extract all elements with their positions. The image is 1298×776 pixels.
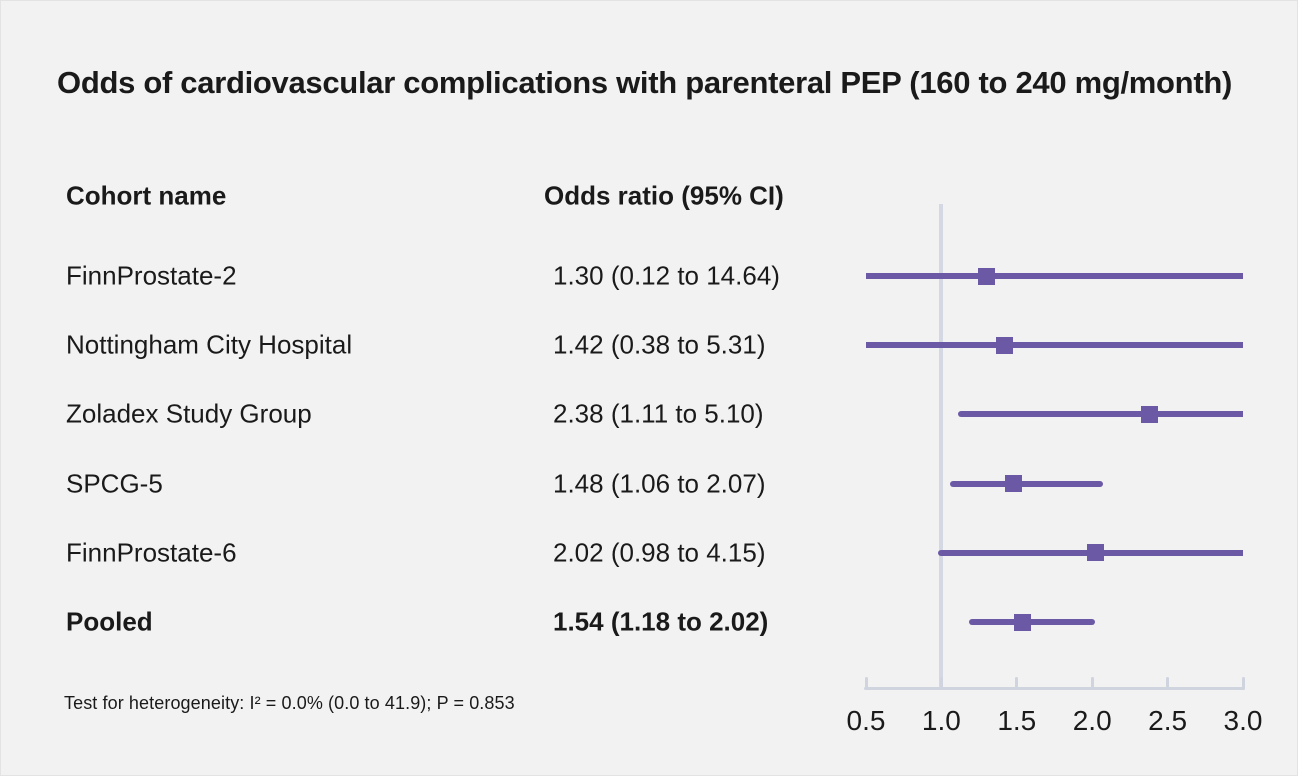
row-or-value: 1.30 (0.12 to 14.64) [553, 260, 780, 291]
chart-title: Odds of cardiovascular complications wit… [57, 65, 1233, 100]
point-estimate-marker [1005, 475, 1023, 493]
x-axis-tick [1241, 677, 1245, 690]
confidence-interval-line [968, 619, 1096, 625]
column-header-odds-ratio: Odds ratio (95% CI) [544, 180, 784, 211]
x-axis-tick [1166, 677, 1170, 690]
x-axis-tick [1015, 677, 1019, 690]
x-axis-tick-label: 2.5 [1148, 705, 1188, 736]
point-estimate-marker [978, 267, 996, 285]
row-label: Pooled [66, 606, 153, 637]
row-or-value: 1.48 (1.06 to 2.07) [553, 468, 766, 499]
row-label: FinnProstate-6 [66, 537, 237, 568]
x-axis-line [864, 687, 1245, 690]
confidence-interval-line [866, 273, 1243, 279]
row-or-value: 2.02 (0.98 to 4.15) [553, 537, 766, 568]
row-or-value: 1.54 (1.18 to 2.02) [553, 606, 769, 637]
row-or-value: 1.42 (0.38 to 5.31) [553, 329, 766, 360]
confidence-interval-line [950, 480, 1103, 487]
x-axis-tick-label: 1.5 [997, 705, 1037, 736]
x-axis-tick [939, 677, 943, 690]
x-axis-tick [864, 677, 868, 690]
heterogeneity-note: Test for heterogeneity: I² = 0.0% (0.0 t… [64, 693, 515, 713]
x-axis-tick-label: 0.5 [846, 705, 886, 736]
row-label: FinnProstate-2 [66, 260, 237, 291]
row-label: Nottingham City Hospital [66, 329, 353, 360]
pooled-estimate-marker [1014, 613, 1032, 631]
row-label: Zoladex Study Group [66, 398, 312, 429]
confidence-interval-line [957, 411, 1243, 418]
row-or-value: 2.38 (1.11 to 5.10) [553, 398, 764, 429]
row-label: SPCG-5 [66, 468, 163, 499]
column-header-cohort: Cohort name [66, 180, 227, 211]
reference-line [939, 204, 944, 690]
confidence-interval-line [866, 342, 1243, 349]
x-axis-tick-label: 1.0 [921, 705, 961, 736]
x-axis-tick-label: 2.0 [1072, 705, 1112, 736]
point-estimate-marker [1086, 544, 1104, 562]
x-axis-tick-label: 3.0 [1223, 705, 1263, 736]
point-estimate-marker [996, 336, 1014, 354]
x-axis-tick [1090, 677, 1094, 690]
point-estimate-marker [1141, 405, 1158, 423]
